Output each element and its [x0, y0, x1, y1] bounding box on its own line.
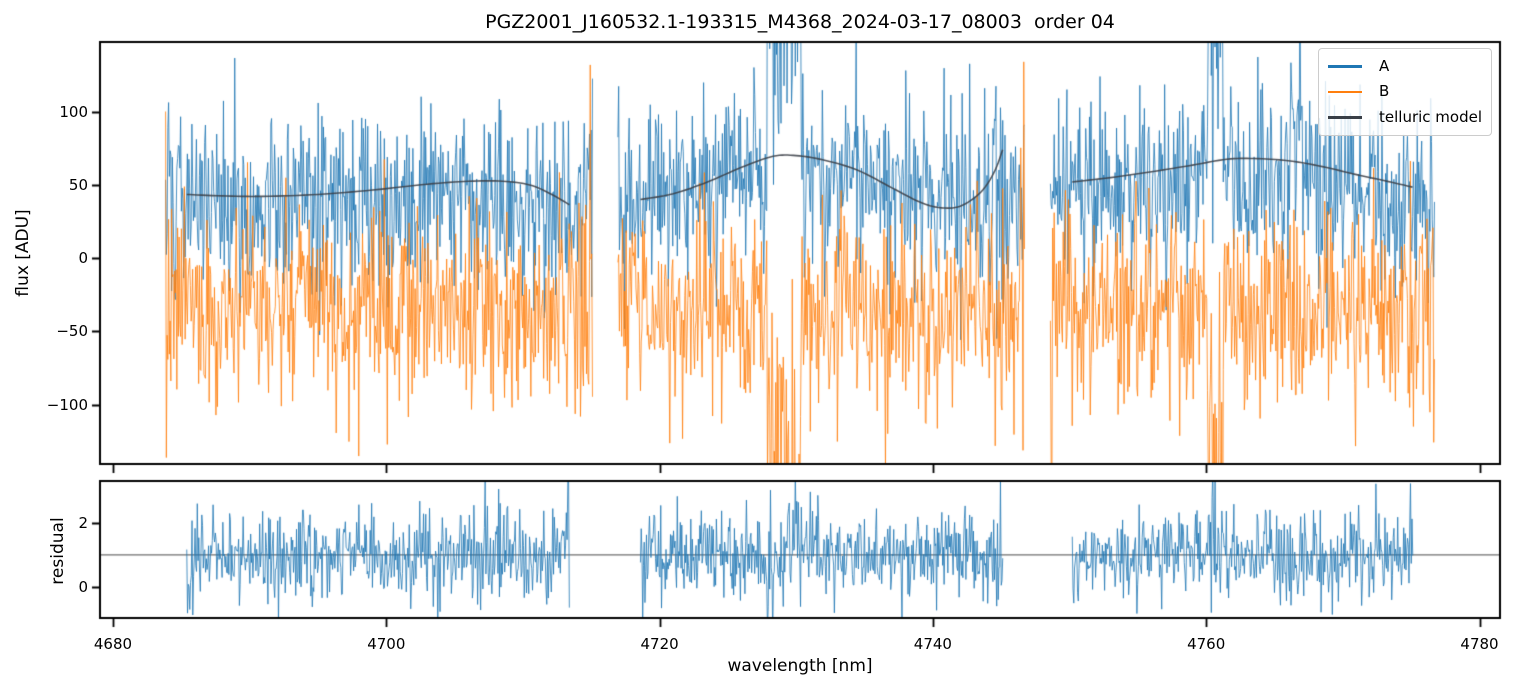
flux-y-tick-label: −50: [56, 322, 88, 341]
telluric-model-line-icon: [1328, 116, 1362, 119]
x-axis-label: wavelength [nm]: [727, 656, 873, 676]
flux-y-tick-label: 0: [78, 249, 88, 268]
x-tick-label: 4720: [640, 635, 679, 653]
flux-y-tick-label: 50: [68, 175, 88, 194]
x-tick-label: 4680: [93, 635, 133, 653]
plot-title: PGZ2001_J160532.1-193315_M4368_2024-03-1…: [485, 11, 1115, 33]
residual-y-tick-label: 0: [78, 577, 88, 596]
legend-entry-telluric: telluric model: [1328, 105, 1482, 130]
legend: A B telluric model: [1318, 48, 1492, 136]
residual-y-axis-label: residual: [48, 517, 68, 585]
legend-label-a: A: [1379, 57, 1390, 76]
legend-label-b: B: [1379, 82, 1390, 101]
residual-y-tick-label: 2: [78, 513, 88, 532]
flux-y-tick-label: 100: [59, 102, 88, 121]
series-a-line-icon: [1328, 65, 1362, 68]
flux-y-tick-label: −100: [46, 395, 88, 414]
series-b-line-icon: [1328, 90, 1362, 94]
x-tick-label: 4700: [367, 635, 406, 653]
x-tick-label: 4780: [1460, 635, 1499, 653]
legend-entry-a: A: [1328, 54, 1482, 79]
legend-label-telluric: telluric model: [1379, 107, 1483, 126]
flux-y-axis-label: flux [ADU]: [13, 209, 33, 297]
x-tick-label: 4760: [1187, 635, 1226, 653]
legend-entry-b: B: [1328, 79, 1482, 104]
x-tick-label: 4740: [913, 635, 952, 653]
